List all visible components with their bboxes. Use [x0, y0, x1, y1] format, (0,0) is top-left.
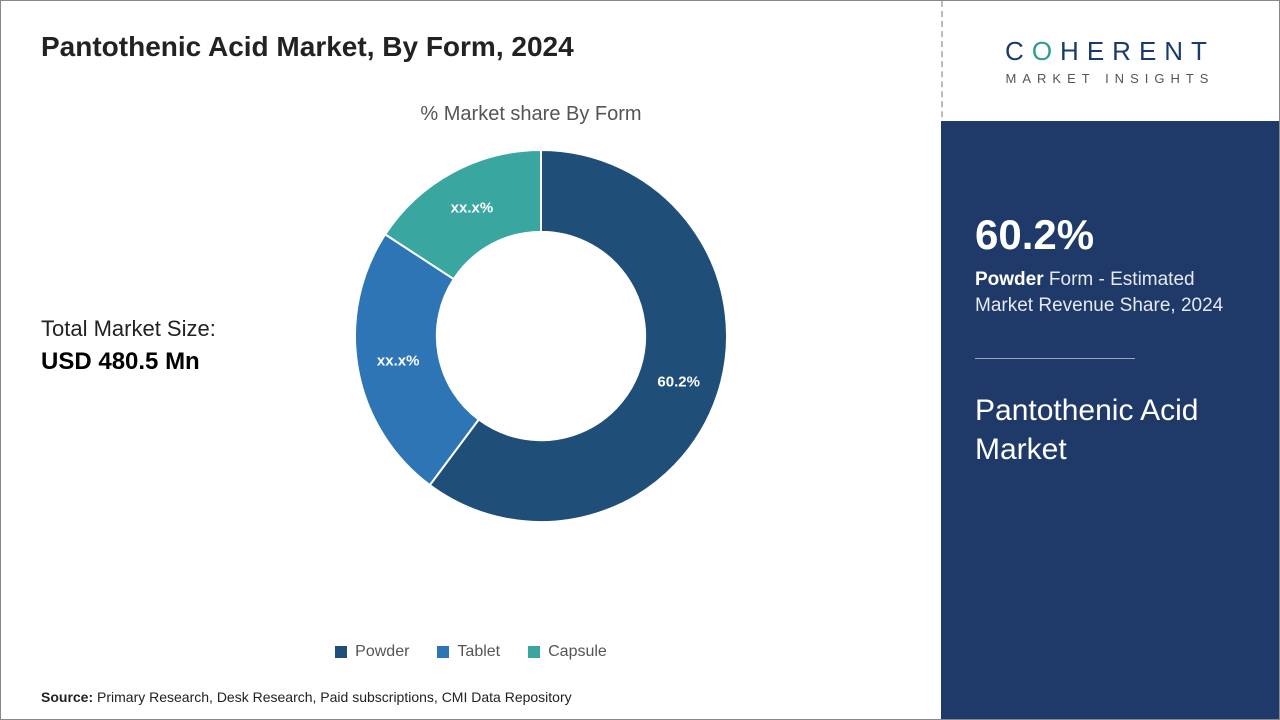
- main-area: Pantothenic Acid Market, By Form, 2024 %…: [1, 1, 941, 719]
- stat-panel: 60.2% Powder Form - Estimated Market Rev…: [941, 121, 1279, 719]
- logo-accent-icon: O: [1032, 36, 1060, 66]
- chart-legend: Powder Tablet Capsule: [1, 643, 941, 663]
- legend-swatch: [437, 646, 449, 658]
- market-size-label: Total Market Size:: [41, 316, 321, 342]
- legend-swatch: [335, 646, 347, 658]
- source-line: Source: Primary Research, Desk Research,…: [41, 689, 572, 705]
- slice-label-powder: 60.2%: [657, 373, 700, 390]
- stat-value: 60.2%: [975, 211, 1245, 259]
- source-text: Primary Research, Desk Research, Paid su…: [97, 689, 572, 705]
- source-label: Source:: [41, 689, 93, 705]
- market-size-value: USD 480.5 Mn: [41, 348, 321, 376]
- slice-label-tablet: xx.x%: [377, 353, 420, 370]
- slice-label-capsule: xx.x%: [451, 200, 494, 217]
- legend-item-capsule: Capsule: [528, 643, 607, 661]
- panel-divider: [975, 358, 1135, 359]
- chart-title: % Market share By Form: [161, 103, 901, 126]
- legend-item-tablet: Tablet: [437, 643, 500, 661]
- legend-swatch: [528, 646, 540, 658]
- stat-description: Powder Form - Estimated Market Revenue S…: [975, 267, 1245, 318]
- legend-item-powder: Powder: [335, 643, 409, 661]
- legend-label: Powder: [355, 643, 409, 661]
- market-size-block: Total Market Size: USD 480.5 Mn: [41, 296, 321, 376]
- panel-title: Pantothenic Acid Market: [975, 391, 1245, 469]
- logo-main: COHERENT: [1005, 36, 1215, 67]
- content-row: Total Market Size: USD 480.5 Mn 60.2% xx.…: [41, 146, 901, 526]
- logo-sub: MARKET INSIGHTS: [1005, 71, 1215, 86]
- page-title: Pantothenic Acid Market, By Form, 2024: [41, 31, 901, 63]
- legend-label: Capsule: [548, 643, 607, 661]
- side-area: COHERENT MARKET INSIGHTS 60.2% Powder Fo…: [941, 1, 1279, 719]
- brand-logo: COHERENT MARKET INSIGHTS: [941, 1, 1279, 121]
- donut-chart: 60.2% xx.x% xx.x%: [351, 146, 731, 526]
- legend-label: Tablet: [457, 643, 500, 661]
